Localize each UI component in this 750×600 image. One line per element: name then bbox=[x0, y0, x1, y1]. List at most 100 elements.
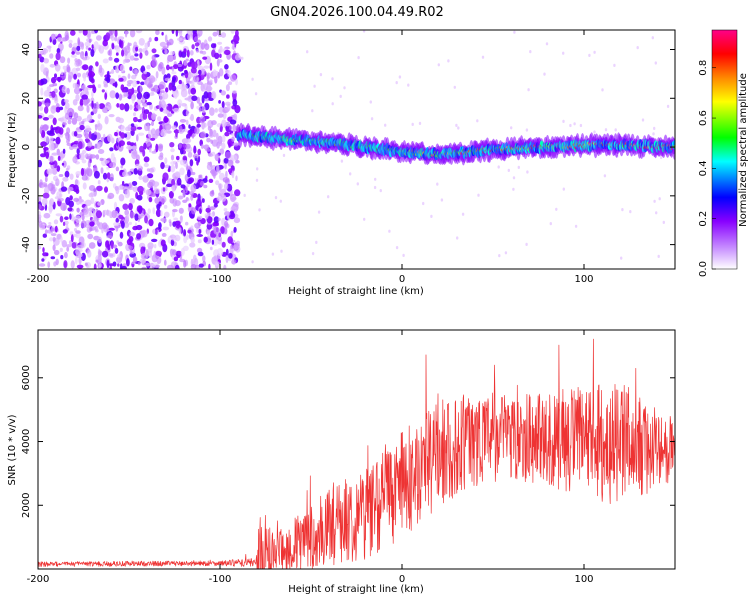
noise-speckle bbox=[65, 244, 72, 248]
noise-speckle bbox=[49, 63, 56, 68]
noise-speckle bbox=[208, 97, 214, 101]
noise-speckle bbox=[146, 101, 152, 106]
noise-speckle bbox=[96, 221, 100, 226]
faint-speckle bbox=[422, 201, 425, 206]
noise-speckle bbox=[120, 84, 125, 91]
noise-speckle bbox=[121, 265, 128, 269]
noise-speckle bbox=[40, 63, 45, 73]
faint-speckle bbox=[356, 182, 359, 186]
noise-speckle bbox=[213, 216, 220, 224]
noise-speckle bbox=[197, 215, 203, 220]
noise-speckle bbox=[100, 167, 104, 174]
noise-speckle bbox=[60, 202, 67, 211]
noise-speckle bbox=[185, 197, 189, 201]
noise-speckle bbox=[137, 119, 142, 123]
noise-speckle bbox=[131, 74, 137, 80]
noise-speckle bbox=[200, 42, 205, 50]
noise-speckle bbox=[178, 207, 184, 214]
noise-speckle bbox=[215, 180, 220, 186]
noise-speckle bbox=[224, 151, 232, 159]
noise-speckle bbox=[82, 30, 88, 36]
noise-speckle bbox=[50, 105, 57, 114]
noise-speckle bbox=[224, 220, 229, 228]
noise-speckle bbox=[191, 95, 198, 102]
noise-speckle bbox=[150, 137, 156, 141]
noise-speckle bbox=[39, 126, 43, 135]
noise-speckle bbox=[185, 143, 191, 149]
noise-speckle bbox=[137, 185, 144, 193]
noise-speckle bbox=[106, 172, 111, 180]
noise-speckle bbox=[52, 236, 56, 242]
noise-speckle bbox=[67, 107, 74, 116]
faint-speckle bbox=[620, 256, 623, 260]
noise-speckle bbox=[209, 206, 216, 211]
noise-speckle bbox=[214, 108, 218, 113]
noise-speckle bbox=[88, 242, 96, 249]
noise-speckle bbox=[137, 262, 141, 266]
noise-speckle bbox=[81, 175, 88, 181]
noise-speckle bbox=[80, 220, 87, 228]
noise-speckle bbox=[160, 90, 165, 94]
noise-speckle bbox=[42, 192, 50, 199]
noise-speckle bbox=[224, 131, 230, 137]
noise-speckle bbox=[118, 140, 125, 147]
faint-speckle bbox=[562, 119, 565, 123]
noise-speckle bbox=[74, 179, 79, 185]
faint-speckle bbox=[629, 210, 632, 214]
noise-speckle bbox=[121, 220, 125, 229]
noise-speckle bbox=[61, 85, 67, 94]
noise-speckle bbox=[187, 151, 193, 158]
noise-speckle bbox=[235, 159, 240, 164]
noise-speckle bbox=[187, 129, 194, 135]
spectrogram-y-ticks: -40 -20 0 20 40 bbox=[21, 43, 675, 253]
noise-speckle bbox=[71, 213, 74, 222]
noise-speckle bbox=[62, 65, 67, 70]
noise-speckle bbox=[214, 52, 220, 59]
noise-speckle bbox=[63, 71, 67, 78]
noise-speckle bbox=[215, 261, 220, 267]
noise-speckle bbox=[178, 79, 182, 85]
noise-speckle bbox=[88, 185, 96, 191]
noise-speckle bbox=[218, 192, 221, 197]
noise-speckle bbox=[205, 215, 209, 220]
noise-speckle bbox=[52, 244, 56, 251]
noise-speckle bbox=[216, 248, 224, 257]
noise-speckle bbox=[218, 232, 222, 238]
noise-speckle bbox=[75, 133, 83, 139]
noise-speckle bbox=[120, 165, 124, 169]
noise-speckle bbox=[175, 128, 178, 138]
noise-speckle bbox=[70, 234, 74, 243]
noise-speckle bbox=[224, 49, 231, 56]
noise-speckle bbox=[194, 222, 201, 229]
noise-speckle bbox=[198, 69, 202, 75]
noise-speckle bbox=[65, 167, 69, 171]
noise-speckle bbox=[64, 34, 70, 41]
noise-speckle bbox=[190, 184, 197, 193]
noise-speckle bbox=[173, 256, 179, 262]
noise-speckle bbox=[43, 91, 50, 97]
spectrogram-x-ticks: -200 -100 0 100 bbox=[27, 30, 594, 285]
faint-speckle bbox=[370, 117, 374, 121]
noise-speckle bbox=[216, 196, 222, 202]
colorbar-tick-label: 0.8 bbox=[698, 60, 709, 76]
noise-speckle bbox=[108, 263, 115, 267]
noise-speckle bbox=[126, 141, 131, 146]
noise-speckle bbox=[92, 105, 98, 115]
noise-speckle bbox=[158, 62, 164, 69]
noise-speckle bbox=[211, 91, 217, 100]
noise-speckle bbox=[155, 71, 159, 79]
noise-speckle bbox=[78, 256, 82, 265]
noise-speckle bbox=[214, 75, 218, 84]
noise-speckle bbox=[38, 203, 42, 210]
noise-speckle bbox=[223, 183, 229, 191]
noise-speckle bbox=[230, 30, 235, 34]
noise-speckle bbox=[109, 147, 114, 152]
noise-speckle bbox=[132, 112, 137, 117]
noise-speckle bbox=[162, 187, 166, 192]
noise-speckle bbox=[71, 117, 78, 125]
faint-speckle bbox=[254, 92, 258, 96]
noise-speckle bbox=[117, 241, 123, 247]
x-tick-label: 0 bbox=[399, 274, 405, 285]
noise-speckle bbox=[51, 77, 57, 84]
